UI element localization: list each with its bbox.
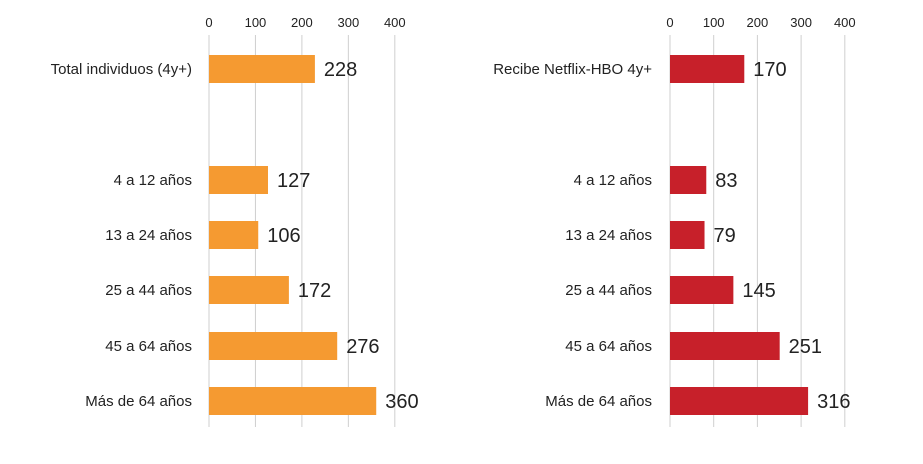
bar	[209, 387, 377, 415]
category-label: 13 a 24 años	[105, 227, 192, 244]
x-tick-label: 0	[666, 15, 673, 30]
bar	[670, 221, 705, 249]
x-tick-label: 100	[703, 15, 725, 30]
bar	[670, 387, 809, 415]
x-tick-label: 400	[834, 15, 856, 30]
category-label: 4 a 12 años	[114, 172, 192, 189]
x-tick-label: 300	[337, 15, 359, 30]
bar	[209, 221, 259, 249]
x-tick-label: 300	[790, 15, 812, 30]
x-tick-label: 200	[747, 15, 769, 30]
data-label: 172	[298, 280, 331, 302]
bar	[670, 276, 734, 304]
bar	[209, 276, 289, 304]
bar	[670, 166, 707, 194]
data-label: 106	[267, 225, 300, 247]
data-label: 79	[714, 225, 736, 247]
category-label: 25 a 44 años	[105, 282, 192, 299]
bar	[209, 332, 338, 360]
category-label: 25 a 44 años	[565, 282, 652, 299]
bar	[209, 55, 315, 83]
data-label: 83	[715, 170, 737, 192]
category-label: Más de 64 años	[85, 393, 192, 410]
bar	[209, 166, 268, 194]
bar	[670, 55, 745, 83]
data-label: 228	[324, 59, 357, 81]
data-label: 170	[753, 59, 786, 81]
x-tick-label: 200	[291, 15, 313, 30]
category-label: 45 a 64 años	[565, 338, 652, 355]
x-tick-label: 0	[205, 15, 212, 30]
category-label: Más de 64 años	[545, 393, 652, 410]
bar	[670, 332, 780, 360]
x-tick-label: 400	[384, 15, 406, 30]
data-label: 145	[742, 280, 775, 302]
data-label: 360	[385, 391, 418, 413]
x-tick-label: 100	[245, 15, 267, 30]
category-label: 45 a 64 años	[105, 338, 192, 355]
data-label: 316	[817, 391, 850, 413]
category-label: Recibe Netflix-HBO 4y+	[493, 61, 652, 78]
category-label: 13 a 24 años	[565, 227, 652, 244]
category-label: 4 a 12 años	[574, 172, 652, 189]
category-label: Total individuos (4y+)	[51, 61, 192, 78]
data-label: 127	[277, 170, 310, 192]
data-label: 251	[789, 336, 822, 358]
data-label: 276	[346, 336, 379, 358]
